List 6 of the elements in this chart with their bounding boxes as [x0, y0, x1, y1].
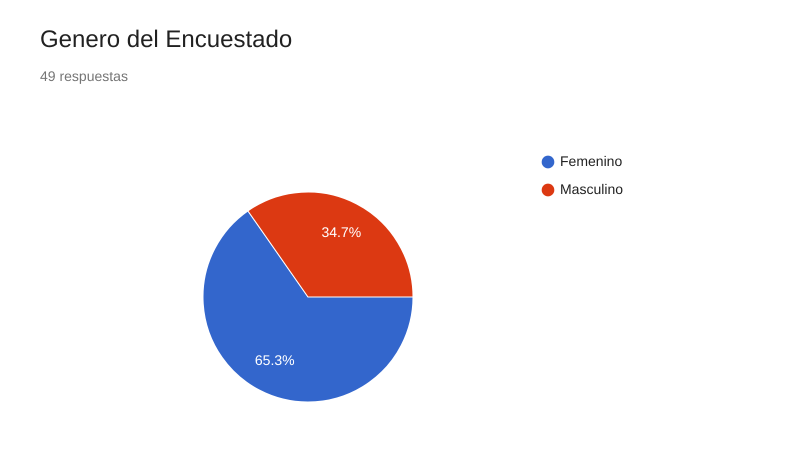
chart-title: Genero del Encuestado: [40, 26, 292, 53]
text: 49 respuestas: [40, 68, 128, 84]
data-label: 34.7%: [321, 224, 362, 240]
data-label: 65.3%: [254, 352, 295, 368]
legend-label: Masculino: [560, 181, 624, 197]
legend-label: Femenino: [560, 153, 622, 169]
